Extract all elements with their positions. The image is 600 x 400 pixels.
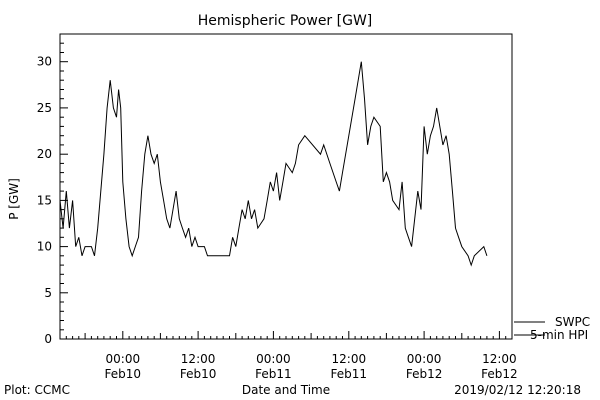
y-tick-label: 15 <box>37 193 52 207</box>
x-tick-time-label: 12:00 <box>181 352 216 366</box>
x-tick-time-label: 12:00 <box>332 352 367 366</box>
footer-timestamp: 2019/02/12 12:20:18 <box>454 383 581 397</box>
y-axis-label: P [GW] <box>7 178 21 220</box>
x-tick-time-label: 12:00 <box>482 352 517 366</box>
y-tick-label: 25 <box>37 101 52 115</box>
chart-title: Hemispheric Power [GW] <box>198 13 373 29</box>
y-tick-label: 30 <box>37 55 52 69</box>
y-tick-label: 0 <box>44 332 52 346</box>
x-tick-time-label: 00:00 <box>256 352 291 366</box>
y-tick-label: 10 <box>37 240 52 254</box>
y-axis-ticks: 0 5 10 15 20 25 30 <box>37 33 68 346</box>
legend-label-swpc: SWPC <box>555 315 590 329</box>
y-tick-label: 20 <box>37 147 52 161</box>
x-tick-date-label: Feb12 <box>481 367 518 381</box>
plot-frame <box>59 33 513 340</box>
x-tick-date-label: Feb10 <box>180 367 217 381</box>
y-tick-label: 5 <box>44 286 52 300</box>
x-tick-date-label: Feb12 <box>406 367 443 381</box>
series-line-swpc <box>59 61 488 267</box>
x-axis-ticks: 00:00Feb1012:00Feb1000:00Feb1112:00Feb11… <box>59 331 518 381</box>
x-tick-date-label: Feb10 <box>105 367 142 381</box>
legend-label-hpi: 5-min HPI <box>530 328 588 342</box>
x-tick-time-label: 00:00 <box>407 352 442 366</box>
x-axis-label: Date and Time <box>242 383 330 397</box>
x-tick-date-label: Feb11 <box>255 367 292 381</box>
footer-plot-credit: Plot: CCMC <box>4 383 70 397</box>
x-tick-date-label: Feb11 <box>331 367 368 381</box>
legend: SWPC 5-min HPI <box>514 315 590 342</box>
x-tick-time-label: 00:00 <box>106 352 141 366</box>
